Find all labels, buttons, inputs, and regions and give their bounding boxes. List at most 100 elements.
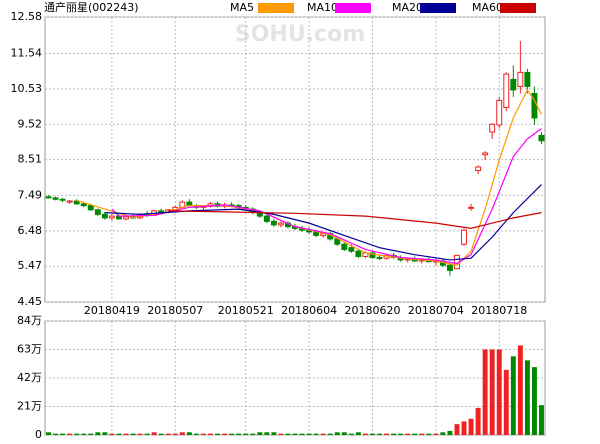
volume-bar (454, 424, 460, 435)
volume-bar (109, 433, 115, 435)
candle-body (376, 256, 383, 259)
volume-bar (341, 432, 347, 435)
candle-body (468, 206, 475, 209)
candle-body (348, 247, 355, 252)
candle-body (263, 215, 270, 222)
volume-bar (271, 432, 277, 435)
candle-body (94, 209, 101, 215)
volume-bar (250, 433, 256, 435)
volume-bar (510, 356, 516, 435)
candle-body (482, 152, 489, 156)
volume-bar (46, 432, 51, 435)
x-tick-label: 20180521 (218, 304, 274, 317)
volume-bar (285, 433, 291, 435)
volume-bar (257, 432, 263, 435)
volume-bar (243, 433, 249, 435)
volume-bar (447, 430, 453, 435)
volume-bar (222, 433, 228, 435)
x-tick-label: 20180507 (147, 304, 203, 317)
volume-bar (539, 405, 544, 435)
candle-body (524, 71, 531, 87)
candle-body (52, 197, 59, 200)
volume-bar (370, 433, 375, 435)
volume-bar (144, 433, 150, 435)
volume-bar (391, 433, 397, 435)
legend-swatch (500, 3, 536, 13)
ma-line (104, 184, 542, 261)
ma-line (168, 210, 542, 229)
candle-body (503, 73, 510, 108)
candle-body (517, 71, 524, 87)
volume-bar (292, 433, 298, 435)
volume-bar (405, 433, 411, 435)
candle-body (87, 205, 94, 211)
candle-body (101, 213, 108, 219)
volume-bar (236, 433, 242, 435)
candle-body (369, 252, 376, 258)
volume-bar (299, 433, 305, 435)
candle-body (123, 216, 129, 220)
y-tick-label: 9.52 (18, 117, 43, 130)
volume-bar (208, 433, 213, 435)
candle-body (277, 222, 284, 226)
volume-bar (130, 433, 136, 435)
volume-bar (398, 433, 404, 435)
y-tick-label: 5.47 (18, 259, 43, 272)
candle-body (446, 264, 453, 271)
candle-body (496, 99, 503, 126)
volume-bar (229, 433, 235, 435)
candle-body (108, 215, 115, 219)
candle-body (475, 166, 482, 172)
volume-bar (179, 432, 185, 435)
candle-body (45, 196, 52, 199)
volume-bar (158, 433, 164, 435)
candle-body (355, 250, 362, 257)
volume-bar (313, 433, 319, 435)
x-tick-label: 20180419 (84, 304, 140, 317)
volume-bar (482, 349, 488, 435)
y-tick-label: 84万 (17, 314, 42, 327)
volume-bar (355, 432, 361, 435)
volume-bar (503, 369, 509, 435)
x-tick-label: 20180620 (344, 304, 400, 317)
legend-swatch (335, 3, 371, 13)
candle-body (538, 134, 545, 142)
legend-label: MA20 (392, 1, 423, 14)
volume-bar (151, 432, 157, 435)
volume-bar (362, 433, 368, 435)
x-tick-label: 20180704 (408, 304, 464, 317)
volume-bar (468, 418, 474, 435)
y-tick-label: 63万 (17, 343, 42, 356)
legend-label: MA60 (472, 1, 503, 14)
chart-title: 通产丽星(002243) (44, 0, 139, 14)
volume-bar (320, 433, 326, 435)
volume-bar (433, 433, 439, 435)
candle-body (461, 229, 467, 245)
volume-bar (67, 433, 73, 435)
volume-bar (137, 433, 143, 435)
volume-bar (384, 433, 390, 435)
y-tick-label: 8.51 (18, 153, 43, 166)
volume-bar (426, 433, 432, 435)
volume-bar (489, 349, 495, 435)
y-tick-label: 0 (35, 428, 42, 440)
volume-bar (440, 432, 446, 435)
volume-bar (74, 433, 80, 435)
legend-swatch (420, 3, 456, 13)
volume-bar (419, 433, 425, 435)
volume-bar (496, 349, 502, 435)
y-tick-label: 21万 (17, 400, 42, 413)
volume-bar (60, 433, 66, 435)
legend-label: MA10 (307, 1, 338, 14)
y-tick-label: 6.48 (18, 224, 43, 237)
volume-bar (215, 433, 220, 435)
volume-bar (461, 421, 467, 435)
candle-body (510, 78, 517, 91)
volume-bar (102, 432, 108, 435)
legend-label: MA5 (230, 1, 254, 14)
volume-bar (123, 433, 129, 435)
volume-bar (186, 432, 192, 435)
volume-bar (200, 433, 206, 435)
volume-bar (53, 433, 59, 435)
